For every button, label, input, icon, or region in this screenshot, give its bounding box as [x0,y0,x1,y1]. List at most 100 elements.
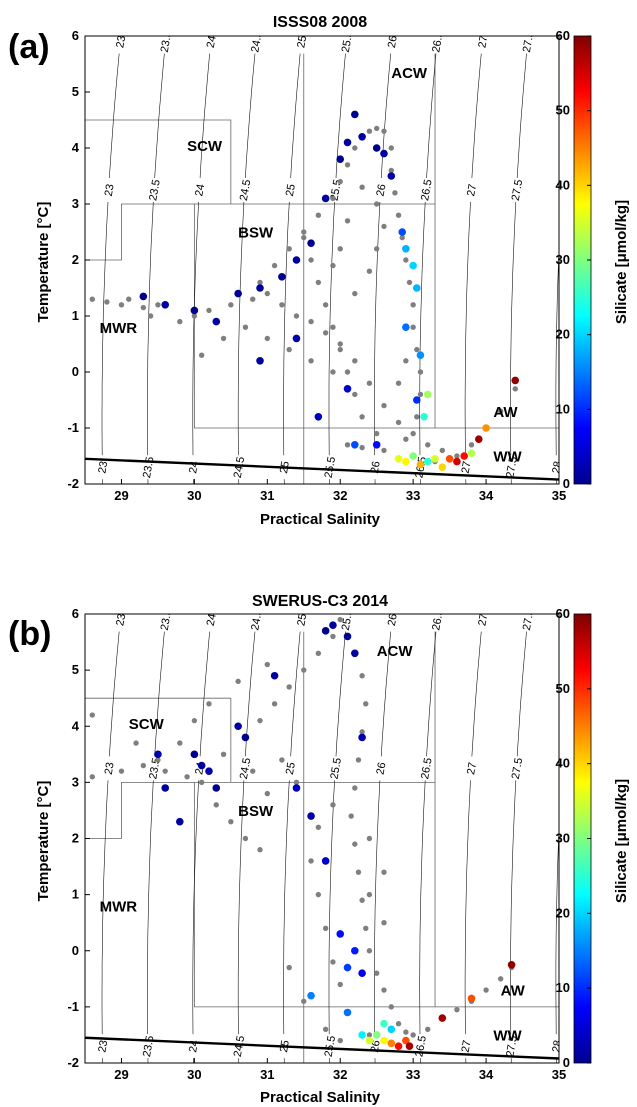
colorbar-label: Silicate [μmol/kg] [613,200,630,324]
silicate-point [511,376,520,385]
data-point [439,447,446,454]
data-point [155,757,161,763]
silicate-point [405,1042,414,1050]
data-point [403,1029,409,1035]
isopycnal-label: 26 [375,183,389,197]
data-point [388,1004,394,1010]
data-point [104,299,110,305]
isopycnal-label-bg [385,36,398,54]
x-tick-label: 29 [114,488,128,503]
data-point [395,1021,402,1027]
silicate-point [321,194,330,203]
data-point [337,616,343,623]
silicate-point [351,441,359,449]
isopycnal-line [283,36,303,484]
x-tick-label: 34 [479,1067,494,1082]
data-point [228,818,234,825]
silicate-point [190,306,199,315]
plot-area: 23232323.523.523.524242424.524.524.52525… [67,28,592,503]
isopycnal-label-bg [340,36,353,54]
isopycnal-label-bg [521,614,534,632]
data-point [191,717,198,724]
isopycnal-label: 26 [375,761,389,775]
data-point [271,701,278,707]
silicate-point [212,317,221,326]
data-point [279,302,285,308]
data-point [417,391,424,398]
isopycnal-label: 24.5 [238,757,254,780]
silicate-point [402,245,410,253]
isopycnal-label-bg [204,36,217,54]
colorbar-tick-label: 0 [563,476,570,491]
chart-title: ISSS08 2008 [273,14,367,31]
y-tick-label: 4 [72,140,80,155]
silicate-point [321,627,330,635]
isopycnal-label: 27.5 [521,608,537,631]
silicate-point [176,817,184,826]
data-point [468,442,475,448]
data-point [191,313,198,319]
y-axis-label: Temperature [°C] [35,202,52,323]
isopycnal-label: 23.5 [147,179,163,202]
x-tick-label: 31 [260,1067,274,1082]
silicate-point [416,460,425,469]
data-point [133,740,139,746]
isopycnal-line [419,614,438,1063]
data-point [330,262,336,269]
data-point [250,296,256,302]
silicate-point [343,385,352,393]
data-point [220,335,227,342]
data-point [301,229,307,235]
data-point [330,959,336,965]
y-tick-label: 6 [72,28,79,43]
isopycnal-label-bg [187,1034,200,1059]
isopycnal-line [464,36,484,484]
data-point [264,335,271,342]
data-point [359,184,365,190]
silicate-point [413,284,421,292]
data-point [366,1032,373,1038]
isopycnal-label: 25.5 [340,30,356,53]
x-tick-label: 29 [114,1067,128,1082]
colorbar-tick-label: 10 [556,401,570,416]
colorbar-tick-label: 60 [556,606,570,621]
isopycnal-label: 24.5 [249,30,265,53]
data-point [395,380,402,386]
silicate-point [423,390,432,399]
data-point [242,835,249,842]
isopycnal-label-bg [521,36,534,54]
data-point [363,701,369,707]
silicate-point [394,455,403,463]
y-tick-label: 0 [72,364,79,379]
silicate-point [307,812,315,820]
isopycnal-label: 27 [465,761,479,775]
silicate-point [358,733,366,742]
data-point [366,380,373,386]
data-point [118,768,125,774]
isopycnal-label-bg [232,1034,245,1059]
isopycnal-label: 25.5 [323,456,339,479]
isopycnal-label: 26 [386,35,400,49]
data-point [497,976,504,982]
data-point [344,442,351,448]
isopycnal-label: 24.5 [232,1035,248,1058]
x-axis-label: Practical Salinity [260,511,381,528]
isopycnal-label: 27.5 [510,179,526,202]
isopycnal-label: 23.5 [159,30,175,53]
isopycnal-line [192,614,212,1063]
isopycnal-label-bg [250,36,263,54]
data-point [315,650,322,656]
silicate-point [292,256,301,264]
data-point [337,341,343,347]
y-tick-label: 0 [72,943,79,958]
isopycnal-label-bg [374,756,387,781]
data-point [264,290,271,297]
data-point [373,201,380,207]
isopycnal-label: 25.5 [323,1035,339,1058]
data-point [250,768,256,774]
silicate-point [387,1025,396,1034]
data-point [301,234,307,241]
silicate-point [307,239,315,247]
freezing-line [85,1036,559,1060]
data-point [381,987,387,993]
